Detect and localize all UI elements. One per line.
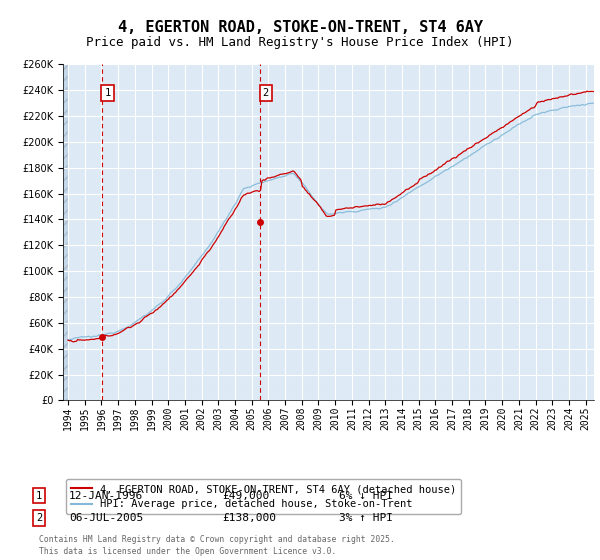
Text: 12-JAN-1996: 12-JAN-1996	[69, 491, 143, 501]
Text: 6% ↓ HPI: 6% ↓ HPI	[339, 491, 393, 501]
Text: 2: 2	[36, 513, 42, 523]
Text: £138,000: £138,000	[222, 513, 276, 523]
Legend: 4, EGERTON ROAD, STOKE-ON-TRENT, ST4 6AY (detached house), HPI: Average price, d: 4, EGERTON ROAD, STOKE-ON-TRENT, ST4 6AY…	[65, 479, 461, 515]
Bar	[63, 64, 68, 400]
Text: Price paid vs. HM Land Registry's House Price Index (HPI): Price paid vs. HM Land Registry's House …	[86, 36, 514, 49]
Text: 4, EGERTON ROAD, STOKE-ON-TRENT, ST4 6AY: 4, EGERTON ROAD, STOKE-ON-TRENT, ST4 6AY	[118, 20, 482, 35]
Text: 06-JUL-2005: 06-JUL-2005	[69, 513, 143, 523]
Text: 1: 1	[36, 491, 42, 501]
Text: £49,000: £49,000	[222, 491, 269, 501]
Text: 1: 1	[104, 88, 111, 98]
Text: 2: 2	[263, 88, 269, 98]
Text: Contains HM Land Registry data © Crown copyright and database right 2025.
This d: Contains HM Land Registry data © Crown c…	[39, 535, 395, 556]
Text: 3% ↑ HPI: 3% ↑ HPI	[339, 513, 393, 523]
